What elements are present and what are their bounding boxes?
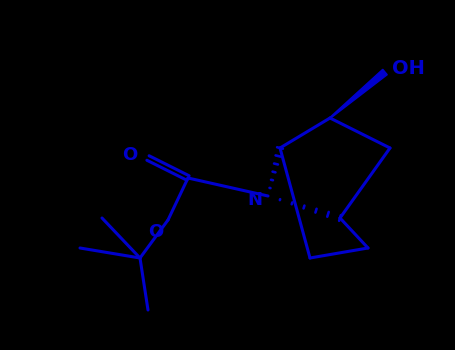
Text: O: O <box>148 223 164 241</box>
Text: OH: OH <box>392 58 425 77</box>
Text: O: O <box>122 146 137 164</box>
Text: N: N <box>248 191 263 209</box>
Polygon shape <box>330 69 387 118</box>
